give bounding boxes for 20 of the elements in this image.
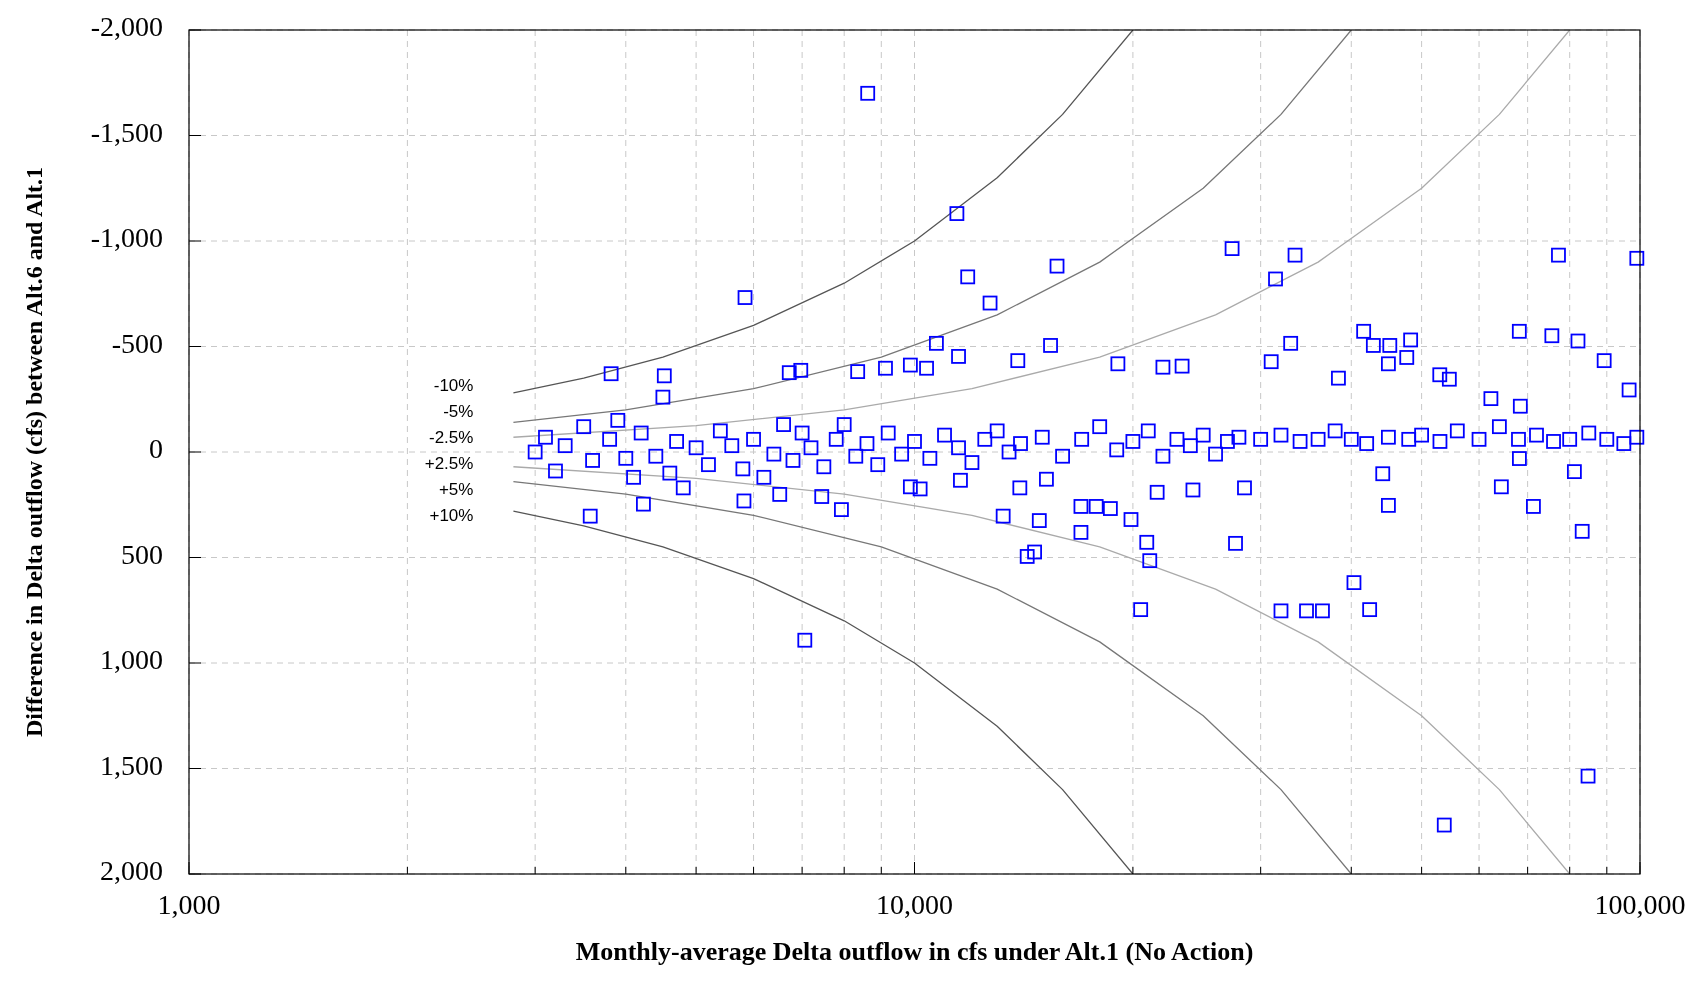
y-tick-label: 500 — [121, 538, 163, 570]
y-tick-label: 1,500 — [100, 749, 163, 781]
x-tick-label: 100,000 — [1594, 889, 1686, 920]
y-tick-label: -1,000 — [90, 222, 163, 254]
text: +10% — [429, 506, 474, 526]
y-tick-label: 1,000 — [100, 644, 163, 676]
x-tick-label: 1,000 — [157, 889, 221, 920]
y-tick-label: 2,000 — [100, 855, 163, 887]
y-tick-label: -1,500 — [90, 116, 163, 148]
y-tick-label: -2,000 — [90, 11, 163, 43]
text: +2.5% — [424, 454, 474, 474]
text: -10% — [433, 376, 474, 396]
text: -5% — [443, 402, 474, 422]
y-axis-title: Difference in Delta outflow (cfs) between Alt.6 and Alt.1 — [21, 166, 47, 738]
y-tick-label: -500 — [111, 327, 163, 359]
text: +5% — [438, 480, 474, 500]
x-tick-label: 10,000 — [876, 889, 953, 920]
y-tick-label: 0 — [149, 433, 163, 465]
x-axis-title: Monthly-average Delta outflow in cfs under Alt.1 (No Action) — [575, 937, 1254, 966]
text: -2.5% — [428, 428, 474, 448]
